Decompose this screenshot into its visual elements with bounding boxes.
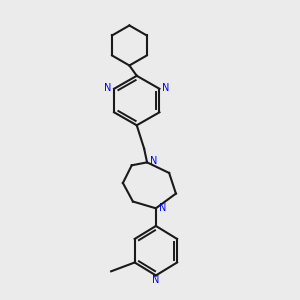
Text: N: N bbox=[104, 82, 111, 93]
Text: N: N bbox=[162, 82, 169, 93]
Text: N: N bbox=[152, 275, 160, 285]
Text: N: N bbox=[150, 156, 157, 166]
Text: N: N bbox=[159, 203, 166, 213]
